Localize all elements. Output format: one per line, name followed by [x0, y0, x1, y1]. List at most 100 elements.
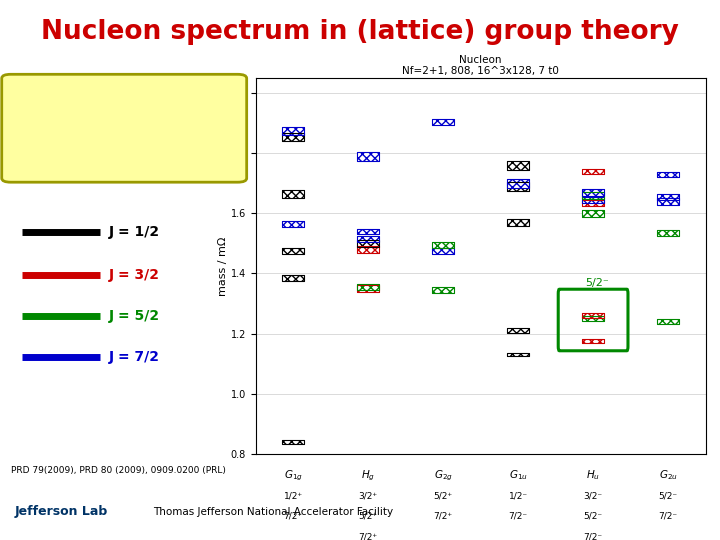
- Text: $G_{2u}$: $G_{2u}$: [659, 469, 678, 482]
- Bar: [282, 221, 305, 227]
- Bar: [582, 189, 604, 195]
- Text: Jefferson Lab: Jefferson Lab: [14, 505, 108, 518]
- Bar: [507, 219, 529, 226]
- Bar: [582, 168, 604, 174]
- Bar: [657, 172, 680, 177]
- Bar: [282, 248, 305, 254]
- Bar: [282, 440, 305, 443]
- Bar: [507, 179, 529, 187]
- Bar: [357, 285, 379, 292]
- Bar: [582, 339, 604, 343]
- Bar: [582, 210, 604, 217]
- Bar: [582, 210, 604, 217]
- Bar: [357, 229, 379, 234]
- Bar: [357, 152, 379, 161]
- Bar: [507, 182, 529, 191]
- Bar: [282, 275, 305, 281]
- Text: 5/2⁻: 5/2⁻: [585, 278, 608, 288]
- Bar: [282, 133, 305, 141]
- Bar: [507, 161, 529, 170]
- Text: $H_u$: $H_u$: [586, 469, 600, 482]
- Bar: [357, 246, 379, 253]
- Bar: [657, 230, 680, 236]
- Bar: [582, 316, 604, 321]
- Bar: [582, 192, 604, 199]
- Bar: [582, 339, 604, 343]
- Bar: [357, 284, 379, 291]
- Bar: [582, 192, 604, 199]
- Bar: [507, 179, 529, 187]
- Bar: [582, 200, 604, 206]
- Text: 5/2⁺: 5/2⁺: [359, 512, 378, 521]
- Bar: [657, 194, 680, 200]
- Bar: [657, 319, 680, 324]
- Bar: [432, 241, 454, 248]
- Text: Thomas Jefferson National Accelerator Facility: Thomas Jefferson National Accelerator Fa…: [153, 507, 394, 517]
- Bar: [582, 197, 604, 203]
- Bar: [282, 127, 305, 135]
- Text: 7/2⁻: 7/2⁻: [583, 532, 603, 540]
- Bar: [432, 287, 454, 293]
- Bar: [282, 190, 305, 198]
- Bar: [357, 284, 379, 291]
- Text: J = 3/2: J = 3/2: [109, 268, 160, 282]
- Bar: [507, 182, 529, 191]
- Bar: [657, 198, 680, 205]
- Bar: [582, 200, 604, 206]
- Bar: [657, 194, 680, 200]
- Text: 5/2⁻: 5/2⁻: [659, 491, 678, 500]
- Bar: [432, 119, 454, 125]
- Bar: [507, 353, 529, 356]
- Bar: [582, 313, 604, 318]
- Bar: [582, 316, 604, 321]
- Bar: [282, 221, 305, 227]
- Text: PRD 79(2009), PRD 80 (2009), 0909.0200 (PRL): PRD 79(2009), PRD 80 (2009), 0909.0200 (…: [11, 465, 225, 475]
- Bar: [357, 229, 379, 234]
- Text: J = 7/2: J = 7/2: [109, 349, 160, 363]
- Bar: [657, 319, 680, 324]
- Bar: [357, 235, 379, 242]
- Bar: [582, 168, 604, 174]
- Bar: [582, 189, 604, 195]
- Bar: [432, 241, 454, 248]
- Bar: [282, 248, 305, 254]
- Bar: [357, 235, 379, 242]
- Bar: [282, 133, 305, 141]
- Text: $N_f$= 2 + 1 , $m_\pi$ ~ 580MeV: $N_f$= 2 + 1 , $m_\pi$ ~ 580MeV: [24, 99, 177, 114]
- Y-axis label: mass / mΩ: mass / mΩ: [217, 237, 228, 295]
- Bar: [432, 119, 454, 125]
- Text: 7/2⁺: 7/2⁺: [433, 512, 453, 521]
- Bar: [507, 353, 529, 356]
- Bar: [432, 248, 454, 254]
- Text: J = 1/2: J = 1/2: [109, 225, 160, 239]
- Bar: [357, 285, 379, 292]
- Bar: [657, 230, 680, 236]
- Bar: [432, 287, 454, 293]
- Text: $G_{1g}$: $G_{1g}$: [284, 469, 302, 483]
- Bar: [432, 248, 454, 254]
- Text: 7/2⁻: 7/2⁻: [508, 512, 528, 521]
- Bar: [507, 328, 529, 333]
- Bar: [582, 313, 604, 318]
- FancyBboxPatch shape: [1, 75, 247, 182]
- Text: J = 5/2: J = 5/2: [109, 309, 160, 322]
- Bar: [282, 275, 305, 281]
- Title: Nucleon
Nf=2+1, 808, 16^3x128, 7 t0: Nucleon Nf=2+1, 808, 16^3x128, 7 t0: [402, 55, 559, 76]
- Bar: [357, 240, 379, 247]
- Bar: [282, 190, 305, 198]
- Text: 7/2⁻: 7/2⁻: [659, 512, 678, 521]
- Text: 5/2⁺: 5/2⁺: [433, 491, 453, 500]
- Bar: [357, 240, 379, 247]
- Bar: [657, 172, 680, 177]
- Text: Nucleon spectrum in (lattice) group theory: Nucleon spectrum in (lattice) group theo…: [41, 19, 679, 45]
- Bar: [507, 219, 529, 226]
- Text: 3/2⁻: 3/2⁻: [583, 491, 603, 500]
- Bar: [582, 197, 604, 203]
- Bar: [357, 152, 379, 161]
- Bar: [357, 246, 379, 253]
- Text: 5/2⁻: 5/2⁻: [583, 512, 603, 521]
- Bar: [282, 127, 305, 135]
- Bar: [507, 328, 529, 333]
- Text: 7/2⁺: 7/2⁺: [359, 532, 378, 540]
- Text: $H_g$: $H_g$: [361, 469, 375, 483]
